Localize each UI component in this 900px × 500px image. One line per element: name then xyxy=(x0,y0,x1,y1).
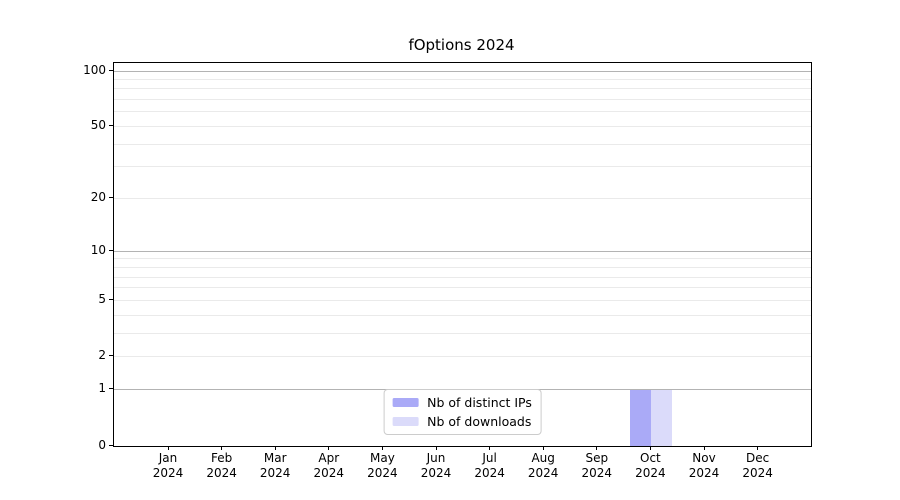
y-tick-label: 100 xyxy=(83,62,106,77)
x-axis-tick xyxy=(221,446,223,450)
plot-area: Nb of distinct IPs Nb of downloads xyxy=(113,62,812,447)
x-axis-tick xyxy=(274,446,276,450)
legend-swatch-downloads xyxy=(392,417,419,426)
minor-gridline xyxy=(114,266,811,268)
y-axis-tick xyxy=(109,388,113,390)
x-axis-tick xyxy=(703,446,705,450)
minor-gridline xyxy=(114,126,811,128)
minor-gridline xyxy=(114,276,811,278)
y-tick-label: 50 xyxy=(90,118,106,133)
minor-gridline xyxy=(114,111,811,113)
x-axis-tick xyxy=(489,446,491,450)
bar-distinct-ips xyxy=(630,389,652,446)
legend: Nb of distinct IPs Nb of downloads xyxy=(383,389,542,435)
x-axis-tick xyxy=(542,446,544,450)
y-tick-label: 0 xyxy=(98,437,106,452)
y-axis-tick xyxy=(109,125,113,127)
minor-gridline xyxy=(114,143,811,145)
x-tick-label: Jan 2024 xyxy=(152,451,184,480)
x-axis-tick xyxy=(381,446,384,450)
x-axis-tick xyxy=(435,446,437,450)
x-axis-tick xyxy=(757,446,759,450)
x-tick-label: Sep 2024 xyxy=(581,451,613,480)
x-tick-label: Nov 2024 xyxy=(688,451,720,480)
x-tick-label: Aug 2024 xyxy=(527,451,559,480)
major-gridline xyxy=(114,250,811,252)
minor-gridline xyxy=(114,78,811,80)
x-tick-label: Apr 2024 xyxy=(313,451,345,480)
y-tick-label: 1 xyxy=(98,381,106,396)
legend-swatch-distinct-ips xyxy=(392,398,419,407)
x-axis-tick xyxy=(596,446,598,450)
y-axis-tick xyxy=(109,197,113,199)
y-axis-tick xyxy=(109,69,113,71)
x-tick-label: Feb 2024 xyxy=(206,451,237,480)
y-axis-tick xyxy=(109,249,113,251)
y-tick-label: 10 xyxy=(90,242,106,257)
legend-label-downloads: Nb of downloads xyxy=(427,414,532,429)
minor-gridline xyxy=(114,314,811,316)
minor-gridline xyxy=(114,99,811,101)
minor-gridline xyxy=(114,166,811,168)
y-axis-tick xyxy=(109,444,113,446)
minor-gridline xyxy=(114,332,811,334)
y-axis-tick xyxy=(109,355,113,357)
legend-item-distinct-ips: Nb of distinct IPs xyxy=(392,395,532,410)
major-gridline xyxy=(114,70,811,72)
minor-gridline xyxy=(114,356,811,358)
legend-label-distinct-ips: Nb of distinct IPs xyxy=(427,395,532,410)
x-tick-label: Jun 2024 xyxy=(420,451,452,480)
x-axis-tick xyxy=(649,446,652,450)
x-axis-tick xyxy=(328,446,330,450)
x-tick-label: Dec 2024 xyxy=(742,451,773,480)
minor-gridline xyxy=(114,299,811,301)
minor-gridline xyxy=(114,198,811,200)
bar-downloads xyxy=(651,389,673,446)
y-axis-tick xyxy=(109,298,113,301)
minor-gridline xyxy=(114,258,811,260)
minor-gridline xyxy=(114,88,811,90)
y-tick-label: 5 xyxy=(98,291,106,306)
y-tick-label: 20 xyxy=(90,190,106,205)
y-tick-label: 2 xyxy=(98,348,106,363)
x-tick-label: Jul 2024 xyxy=(474,451,505,480)
minor-gridline xyxy=(114,287,811,289)
chart-title: fOptions 2024 xyxy=(408,36,515,54)
x-tick-label: May 2024 xyxy=(367,451,398,480)
x-tick-label: Mar 2024 xyxy=(259,451,291,480)
legend-item-downloads: Nb of downloads xyxy=(392,414,532,429)
x-tick-label: Oct 2024 xyxy=(635,451,666,480)
x-axis-tick xyxy=(167,446,169,450)
